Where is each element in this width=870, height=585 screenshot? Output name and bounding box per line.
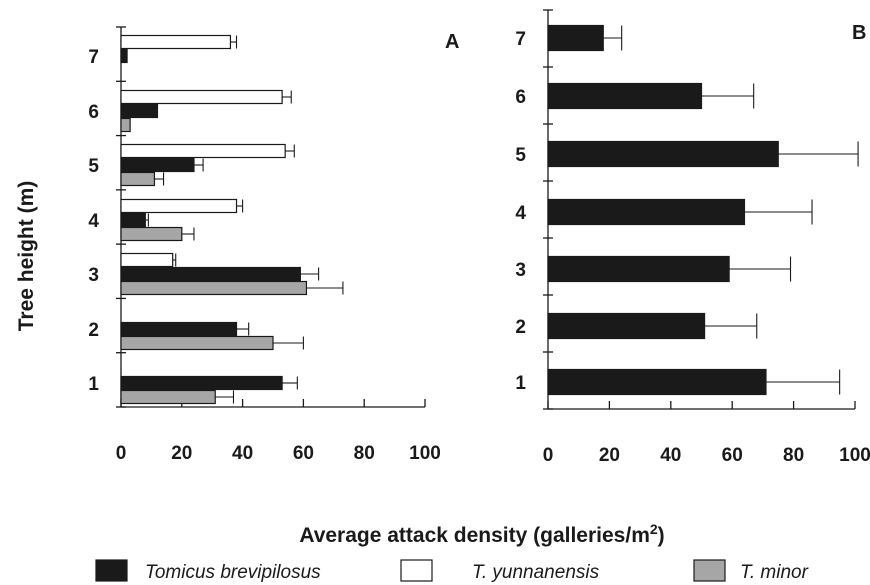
y-tick-label: 5 [88, 156, 99, 177]
x-tick-label: 20 [171, 443, 192, 464]
panel-b-label: B [852, 22, 866, 44]
bar-t-minor-height-6 [120, 117, 131, 133]
bar-t-yunnanensis-height-7 [120, 34, 232, 50]
x-tick-label: 40 [660, 445, 681, 466]
bar-t-yunnanensis-height-3 [120, 252, 174, 268]
x-axis-title-superscript: 2 [650, 521, 658, 537]
y-tick-label: 5 [515, 145, 526, 166]
bar-tomicus-brevipilosus-height-5 [547, 140, 779, 168]
y-tick-label: 4 [88, 211, 99, 232]
y-tick-label: 7 [88, 47, 99, 68]
x-axis-title-main: Average attack density (galleries/m [299, 524, 650, 547]
y-tick-label: 3 [88, 265, 99, 286]
panel-a-chart: 0 20 40 60 80 100 1 2 3 4 5 6 7 [88, 26, 441, 464]
bar-tomicus-brevipilosus-height-5 [120, 157, 195, 173]
y-tick-label: 2 [515, 317, 526, 338]
x-axis-title-close: ) [658, 524, 665, 547]
y-tick-label: 7 [515, 29, 526, 50]
bar-tomicus-brevipilosus-height-2 [120, 321, 238, 337]
bar-tomicus-brevipilosus-height-4 [547, 198, 746, 226]
x-tick-label: 60 [722, 445, 743, 466]
legend-swatch-t-minor [693, 559, 726, 582]
y-tick-label: 3 [515, 260, 526, 281]
x-tick-label: 40 [232, 443, 253, 464]
y-tick-label: 6 [88, 102, 99, 123]
y-tick-label: 4 [515, 203, 526, 224]
bar-tomicus-brevipilosus-height-6 [120, 103, 159, 119]
bar-tomicus-brevipilosus-height-3 [120, 266, 301, 282]
bar-tomicus-brevipilosus-height-1 [120, 375, 283, 391]
panel-a-label: A [445, 31, 459, 53]
x-tick-label: 60 [293, 443, 314, 464]
bar-tomicus-brevipilosus-height-7 [547, 24, 604, 52]
bar-t-minor-height-4 [120, 226, 183, 242]
x-tick-label: 80 [354, 443, 375, 464]
y-tick-label: 6 [515, 87, 526, 108]
y-tick-label: 2 [88, 320, 99, 341]
legend-swatch-tomicus-brevipilosus [95, 559, 128, 582]
y-tick-label: 1 [515, 373, 526, 394]
bar-tomicus-brevipilosus-height-4 [120, 212, 146, 228]
x-tick-label: 0 [116, 443, 127, 464]
x-axis-title: Average attack density (galleries/m2) [299, 521, 664, 547]
legend-label-t-yunnanensis: T. yunnanensis [472, 562, 600, 583]
legend: Tomicus brevipilosus T. yunnanensis T. m… [95, 559, 809, 583]
bar-tomicus-brevipilosus-height-2 [547, 312, 706, 340]
x-tick-label: 80 [783, 445, 804, 466]
bar-t-yunnanensis-height-5 [120, 143, 286, 159]
x-tick-label: 20 [599, 445, 620, 466]
bar-t-minor-height-1 [120, 389, 216, 405]
bar-t-yunnanensis-height-6 [120, 89, 283, 105]
legend-label-tomicus-brevipilosus: Tomicus brevipilosus [145, 562, 321, 583]
bar-t-minor-height-5 [120, 171, 156, 187]
y-axis-title: Tree height (m) [15, 181, 38, 332]
bar-tomicus-brevipilosus-height-3 [547, 255, 730, 283]
bar-tomicus-brevipilosus-height-6 [547, 82, 703, 110]
legend-swatch-t-yunnanensis [400, 559, 433, 582]
bar-t-yunnanensis-height-4 [120, 198, 238, 214]
bar-tomicus-brevipilosus-height-1 [547, 368, 767, 396]
bar-tomicus-brevipilosus-height-7 [120, 48, 128, 64]
legend-label-t-minor: T. minor [740, 562, 809, 583]
bar-t-minor-height-3 [120, 280, 308, 296]
x-tick-label: 100 [839, 445, 870, 466]
y-tick-label: 1 [88, 374, 99, 395]
bar-t-minor-height-2 [120, 335, 274, 351]
x-tick-label: 0 [543, 445, 554, 466]
panel-b-chart: 0 20 40 60 80 100 1 2 3 4 5 6 7 [515, 9, 870, 466]
x-tick-label: 100 [409, 443, 441, 464]
